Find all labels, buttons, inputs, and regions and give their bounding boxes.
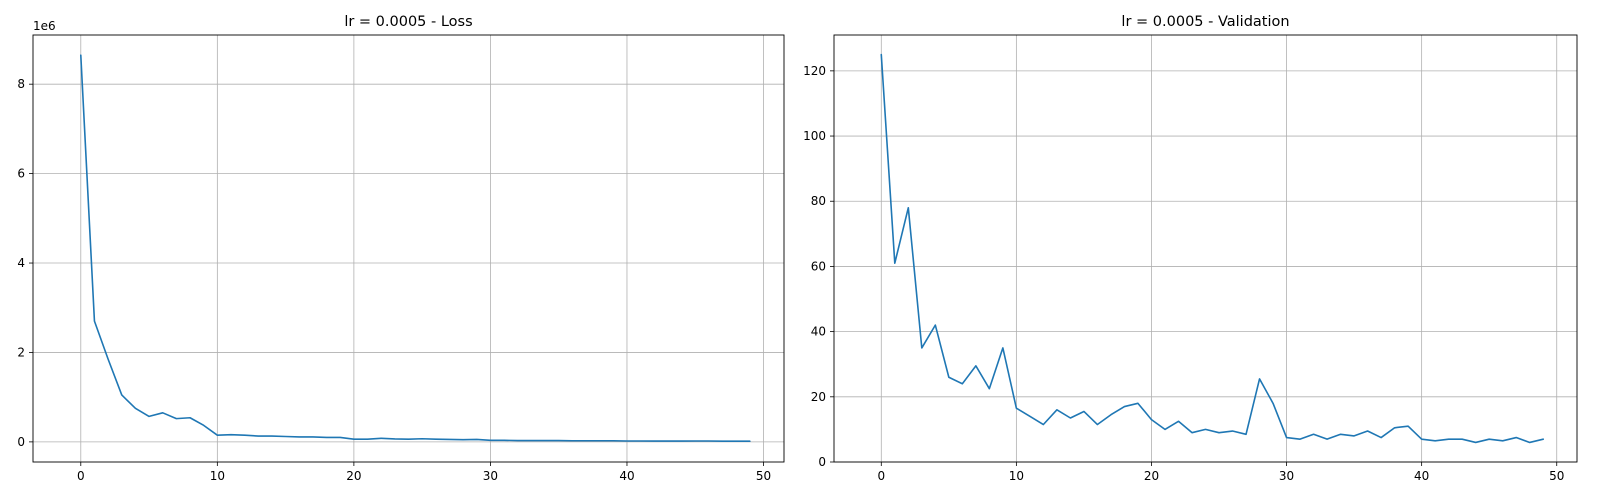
validation-chart-grid bbox=[834, 35, 1577, 463]
validation-chart-y-tick-label: 0 bbox=[818, 455, 826, 469]
validation-chart-x-tick-label: 20 bbox=[1144, 469, 1159, 483]
validation-chart-x-tick-label: 30 bbox=[1279, 469, 1294, 483]
loss-chart-x-tick-label: 0 bbox=[77, 469, 85, 483]
loss-chart-grid bbox=[33, 35, 784, 462]
validation-chart-y-tick-label: 80 bbox=[811, 194, 826, 208]
validation-chart-y-tick-label: 60 bbox=[811, 259, 826, 273]
validation-chart-ticks: 0 10 20 30 40 50 0 20 40 60 80 100 120 bbox=[803, 64, 1564, 483]
loss-chart-x-tick-label: 50 bbox=[756, 469, 771, 483]
validation-chart-series-line bbox=[880, 53, 1545, 444]
validation-chart-y-tick-label: 40 bbox=[811, 325, 826, 339]
loss-chart-x-tick-label: 30 bbox=[483, 469, 498, 483]
validation-chart-y-tick-label: 120 bbox=[803, 64, 826, 78]
validation-chart-x-tick-label: 50 bbox=[1549, 469, 1564, 483]
loss-chart-x-tick-label: 10 bbox=[210, 469, 225, 483]
loss-chart-y-tick-label: 6 bbox=[17, 167, 25, 181]
validation-chart-title: lr = 0.0005 - Validation bbox=[1121, 14, 1289, 30]
loss-chart-series bbox=[79, 54, 751, 443]
validation-chart-y-tick-label: 20 bbox=[811, 390, 826, 404]
validation-chart-x-tick-label: 40 bbox=[1414, 469, 1429, 483]
loss-chart-y-tick-label: 2 bbox=[17, 345, 25, 359]
validation-chart-x-tick-label: 10 bbox=[1009, 469, 1024, 483]
loss-chart-title: lr = 0.0005 - Loss bbox=[344, 14, 472, 30]
validation-chart-frame bbox=[833, 34, 1578, 463]
loss-chart-y-tick-label: 0 bbox=[17, 435, 25, 449]
loss-chart-offset-label: 1e6 bbox=[33, 19, 56, 33]
loss-chart-y-tick-label: 4 bbox=[17, 256, 25, 270]
validation-chart-y-tick-label: 100 bbox=[803, 129, 826, 143]
loss-chart-series-line bbox=[79, 54, 751, 443]
loss-chart-frame bbox=[32, 34, 785, 463]
loss-chart-y-tick-label: 8 bbox=[17, 77, 25, 91]
validation-chart-x-tick-label: 0 bbox=[877, 469, 885, 483]
loss-chart-x-tick-label: 40 bbox=[619, 469, 634, 483]
loss-chart: lr = 0.0005 - Loss 1e6 0 10 20 30 40 50 0 2 4 6 8 bbox=[17, 14, 785, 483]
loss-chart-x-tick-label: 20 bbox=[346, 469, 361, 483]
validation-chart-series bbox=[880, 53, 1545, 444]
validation-chart: lr = 0.0005 - Validation 0 10 20 30 40 50 0 20 4… bbox=[803, 14, 1578, 483]
loss-chart-ticks: 0 10 20 30 40 50 0 2 4 6 8 bbox=[17, 77, 771, 483]
